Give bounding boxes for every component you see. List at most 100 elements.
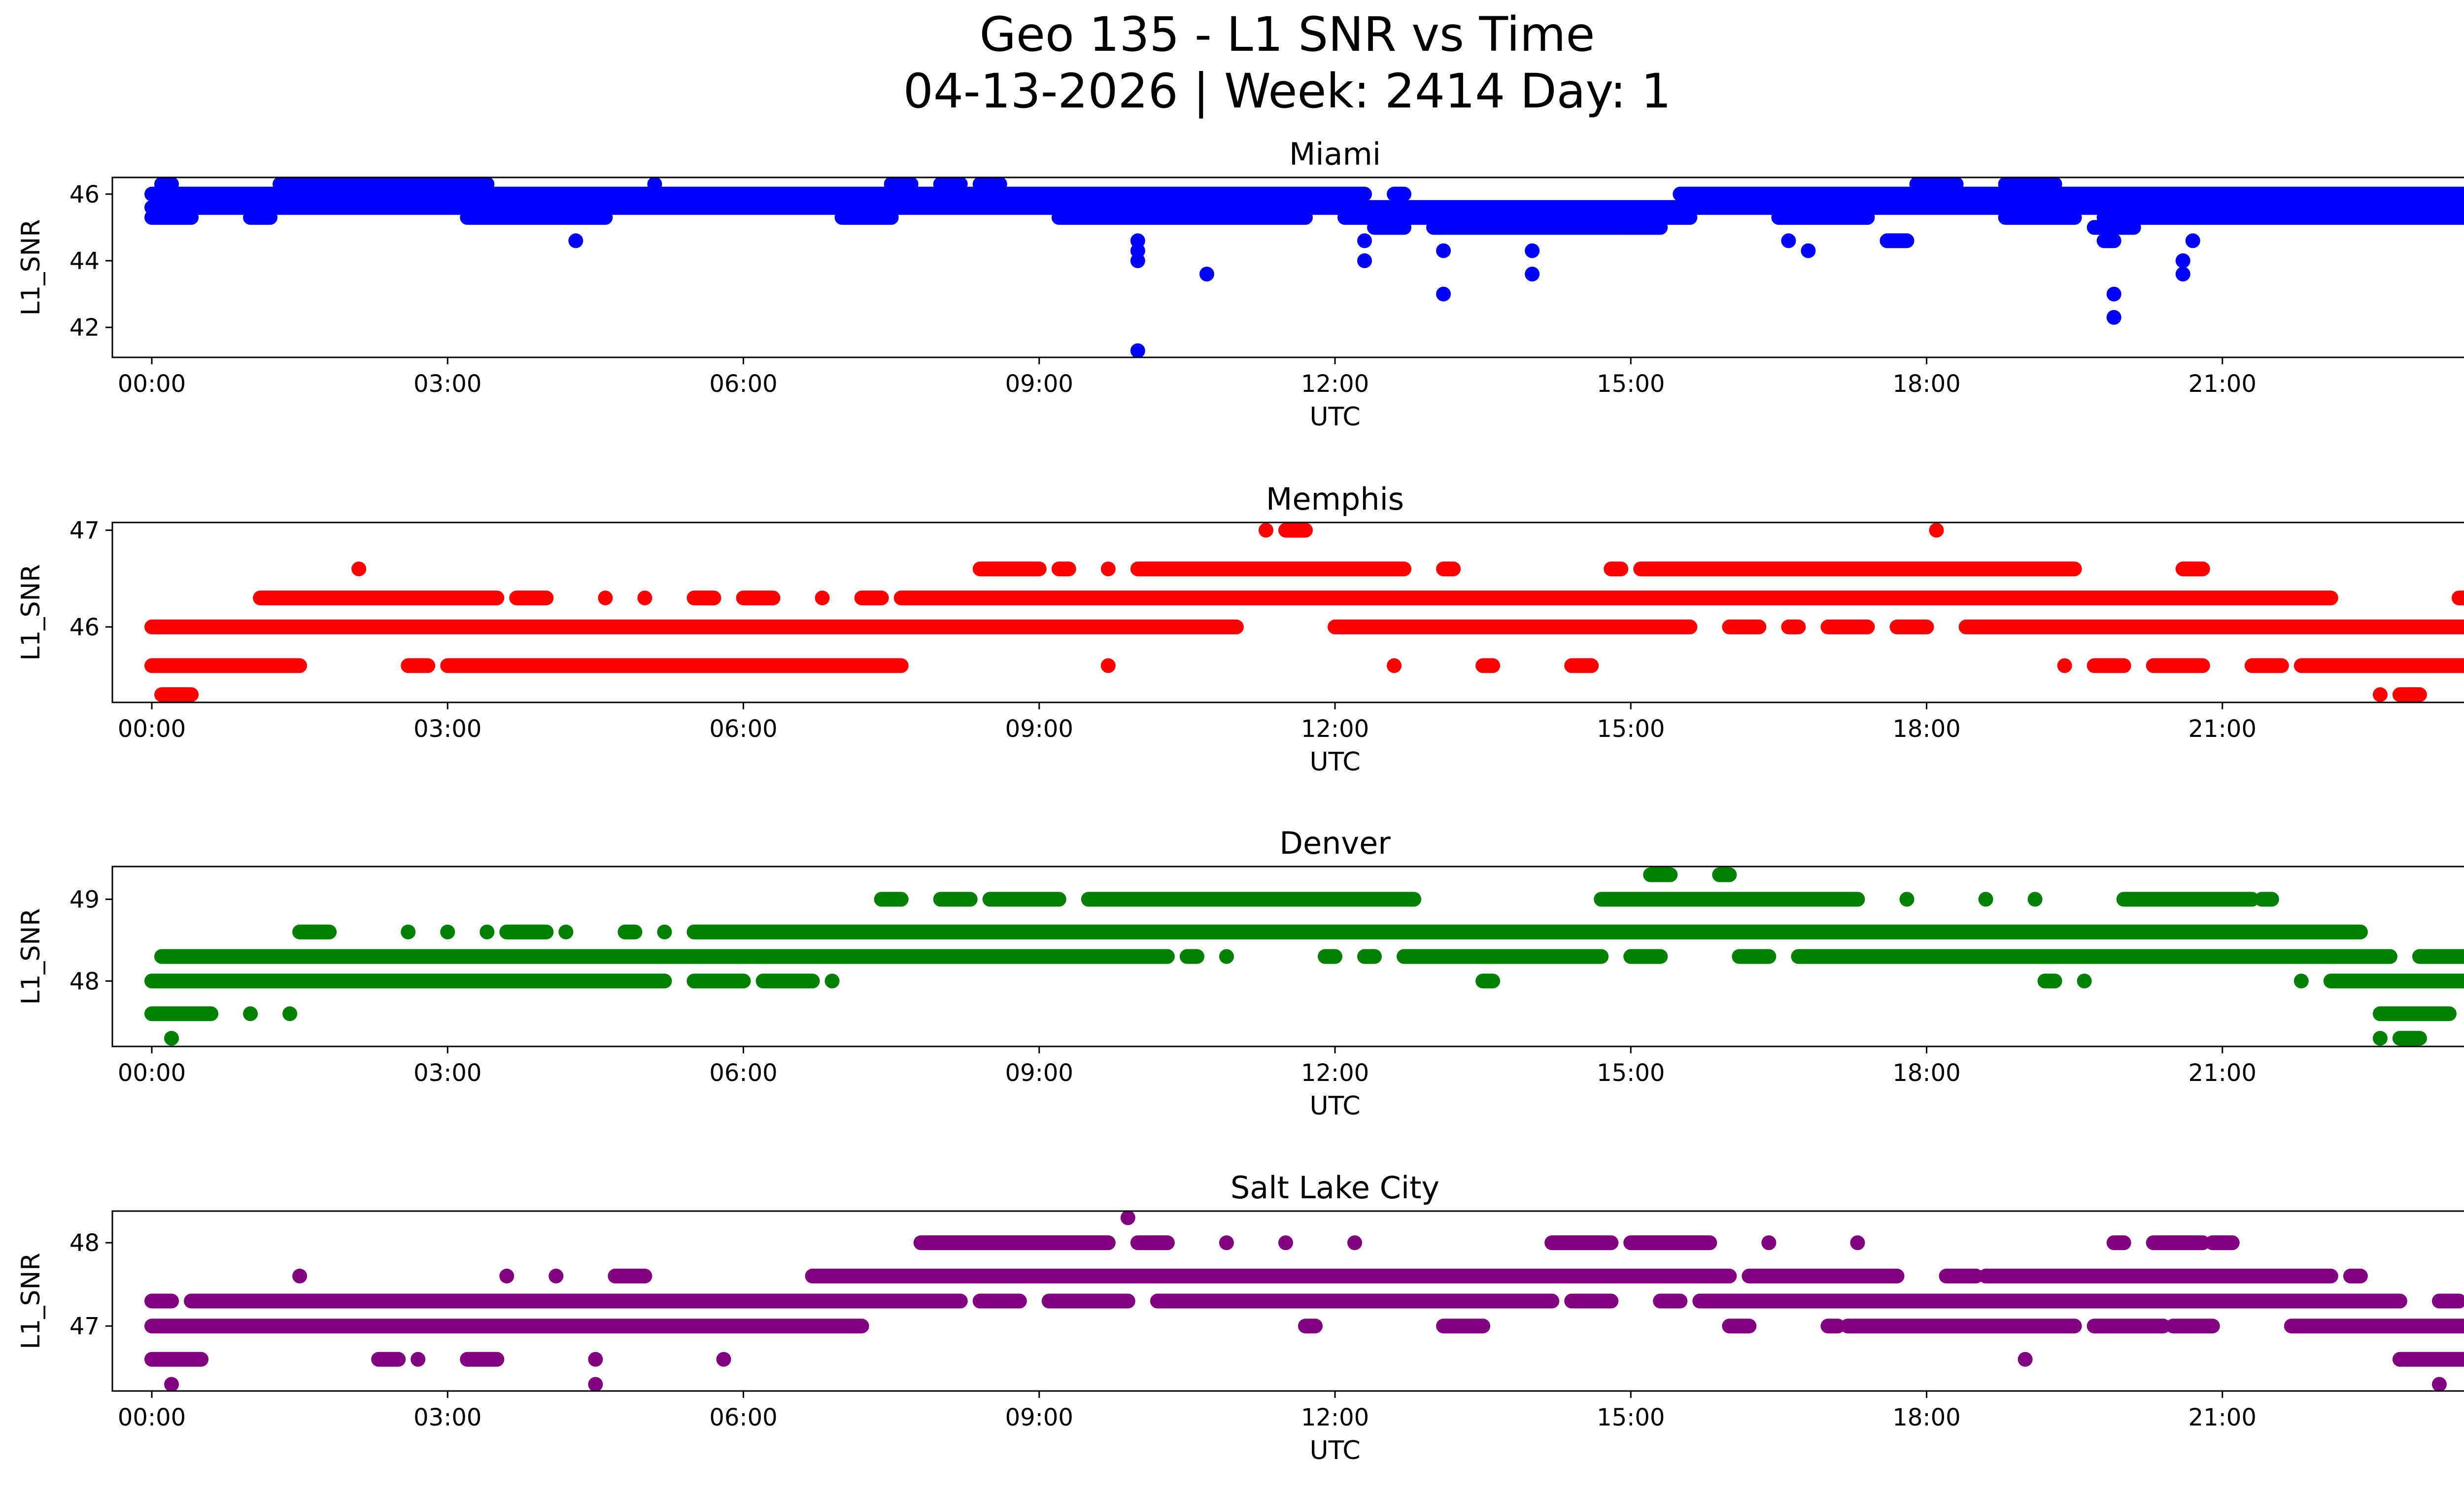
y-tick-label: 48 [69,1229,100,1257]
x-tick-label: 06:00 [709,370,777,398]
data-point [2077,973,2092,989]
x-tick-label: 03:00 [413,715,481,743]
panel-miami: Miami 00:00 03:00 06:00 09:00 12:00 15:00 18:00… [16,136,2464,432]
data-point [1781,233,1796,248]
data-point [2106,310,2122,325]
y-tick-label: 46 [69,181,100,209]
data-band [154,687,2427,702]
data-point [2175,253,2190,268]
panel-memphis: Memphis 00:00 03:00 06:00 09:00 12:00 15:00 18:… [16,481,2464,777]
data-band [351,561,2210,577]
y-tick-label: 47 [69,517,100,545]
data-point [1899,892,1915,907]
data-band [164,1377,2447,1391]
data-point [401,924,416,939]
x-tick-label: 12:00 [1301,1404,1369,1431]
x-tick-label: 12:00 [1301,370,1369,398]
data-point [499,1268,514,1284]
data-point [2293,973,2309,989]
x-tick-label: 00:00 [118,370,186,398]
x-tick-label: 09:00 [1005,1059,1073,1087]
data-band [913,1235,2240,1251]
x-tick-label: 18:00 [1892,715,1960,743]
data-point [282,1006,298,1021]
data-band [253,591,2464,606]
data-point [1130,343,1145,357]
data-point [637,591,652,606]
data-point [824,973,840,989]
data-point [243,1006,258,1021]
x-tick-label: 00:00 [118,1404,186,1431]
subplot-title: Miami [1289,136,1381,172]
data-band [1357,233,2200,248]
data-point [568,233,583,248]
figure-title-line1: Geo 135 - L1 SNR vs Time [980,7,1595,62]
data-band [292,1268,2368,1284]
data-point [657,924,672,939]
x-axis-label: UTC [1309,1091,1360,1121]
data-point [588,1377,603,1391]
data-point [1357,233,1372,248]
x-tick-label: 09:00 [1005,370,1073,398]
data-point [1278,1235,1293,1251]
y-tick-label: 48 [69,968,100,995]
data-point [1130,253,1145,268]
x-tick-label: 15:00 [1597,1059,1665,1087]
panel-salt-lake-city: Salt Lake City 00:00 03:00 06:00 09:00 12:00 1… [16,1170,2464,1465]
data-band [1120,1211,1135,1225]
data-point [1850,1235,1865,1251]
data-series [144,177,2464,357]
data-band [874,892,2279,907]
data-point [558,924,574,939]
data-point [1120,1211,1135,1225]
data-point [1199,267,1214,282]
y-tick-label: 47 [69,1313,100,1340]
figure-title-line2: 04-13-2026 | Week: 2414 Day: 1 [903,64,1672,119]
x-tick-label: 18:00 [1892,1404,1960,1431]
data-band [144,658,2464,673]
y-axis-label: L1_SNR [16,564,46,661]
data-point [164,1031,179,1046]
data-band [164,1031,2427,1046]
x-tick-label: 18:00 [1892,1059,1960,1087]
data-point [1436,243,1451,258]
x-axis-label: UTC [1309,1436,1360,1465]
data-point [1100,561,1116,577]
x-tick-label: 15:00 [1597,1404,1665,1431]
x-tick-label: 06:00 [709,1404,777,1431]
data-point [1100,658,1116,673]
data-band [144,1006,2457,1021]
x-tick-label: 09:00 [1005,715,1073,743]
y-axis-label: L1_SNR [16,219,46,315]
data-point [1387,658,1402,673]
x-tick-label: 21:00 [2189,1404,2257,1431]
data-series [144,867,2464,1046]
x-tick-label: 06:00 [709,715,777,743]
data-point [815,591,830,606]
data-point [164,1377,179,1391]
data-point [716,1352,731,1367]
x-axis-label: UTC [1309,402,1360,432]
x-tick-label: 12:00 [1301,715,1369,743]
x-tick-label: 06:00 [709,1059,777,1087]
data-point [2175,267,2190,282]
data-point [1801,243,1816,258]
data-point [548,1268,564,1284]
y-tick-label: 46 [69,614,100,641]
x-tick-label: 15:00 [1597,370,1665,398]
data-series [144,1211,2464,1391]
y-tick-label: 42 [69,314,100,342]
x-tick-label: 09:00 [1005,1404,1073,1431]
data-point [2185,233,2200,248]
x-tick-label: 12:00 [1301,1059,1369,1087]
data-point [1929,522,1944,538]
subplot-title: Denver [1279,825,1391,861]
data-point [2431,1377,2447,1391]
data-point [1978,892,1993,907]
data-point [2372,687,2388,702]
data-point [1357,253,1372,268]
data-band [144,1352,2464,1367]
data-series [144,522,2464,702]
data-point [1525,243,1540,258]
